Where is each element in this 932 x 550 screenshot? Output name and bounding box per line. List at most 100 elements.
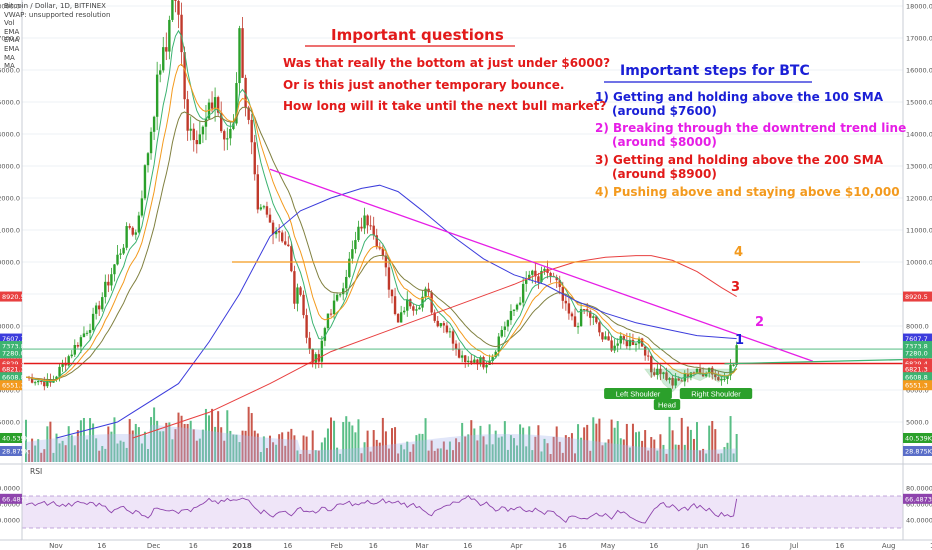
volume-bar bbox=[195, 440, 198, 462]
candle-body bbox=[662, 372, 665, 375]
volume-bar bbox=[613, 427, 616, 462]
rsi-label: RSI bbox=[30, 467, 42, 476]
candle-body bbox=[470, 360, 473, 363]
price-tag-label: 7607.7 bbox=[2, 335, 25, 343]
volume-bar bbox=[555, 426, 558, 462]
candle-body bbox=[125, 226, 128, 248]
candle-body bbox=[323, 328, 327, 341]
volume-bar bbox=[683, 444, 686, 462]
price-tag-label: 6821.3 bbox=[2, 366, 25, 374]
volume-bar bbox=[354, 432, 357, 462]
volume-bar bbox=[653, 439, 656, 462]
candle-body bbox=[262, 206, 266, 208]
candle-body bbox=[460, 355, 464, 358]
volume-bar bbox=[232, 434, 235, 462]
candle-body bbox=[354, 240, 357, 250]
y-tick-label-left: 13000.0 bbox=[0, 163, 20, 171]
volume-bar bbox=[412, 444, 415, 462]
x-tick-label: 16 bbox=[930, 542, 932, 550]
volume-bar bbox=[110, 431, 113, 462]
price-tag-label: 28.875K bbox=[905, 448, 932, 456]
volume-bar bbox=[430, 440, 433, 462]
candle-body bbox=[299, 287, 302, 295]
volume-bar bbox=[107, 426, 110, 462]
volume-bar bbox=[43, 449, 46, 462]
candle-body bbox=[351, 249, 354, 259]
volume-bar bbox=[363, 442, 366, 462]
volume-bar bbox=[369, 451, 372, 462]
volume-bar bbox=[598, 418, 601, 462]
indicator-ema: EMA bbox=[4, 44, 20, 53]
indicator-ma: MA bbox=[4, 62, 15, 71]
price-tag-label: 8920.5 bbox=[905, 293, 928, 301]
volume-bar bbox=[31, 438, 34, 462]
volume-bar bbox=[726, 442, 729, 462]
candle-body bbox=[229, 128, 232, 139]
volume-bar bbox=[592, 417, 595, 462]
volume-bar bbox=[284, 445, 287, 462]
candle-body bbox=[61, 363, 64, 367]
candle-body bbox=[723, 378, 726, 380]
candle-body bbox=[55, 376, 58, 380]
volume-bar bbox=[381, 417, 384, 462]
x-tick-label: 16 bbox=[189, 542, 198, 550]
candle-body bbox=[345, 276, 348, 289]
candle-body bbox=[30, 377, 34, 383]
volume-bar bbox=[275, 444, 278, 462]
candle-body bbox=[271, 222, 275, 235]
candle-body bbox=[284, 241, 287, 245]
candle-body bbox=[375, 235, 378, 247]
volume-bar bbox=[692, 438, 695, 462]
candle-body bbox=[390, 289, 394, 297]
volume-bar bbox=[479, 425, 482, 462]
candle-body bbox=[543, 268, 546, 271]
candle-body bbox=[293, 271, 296, 304]
price-tag-bg bbox=[0, 364, 22, 375]
candle-body bbox=[363, 215, 366, 229]
candle-body bbox=[296, 287, 299, 304]
candle-body bbox=[433, 312, 436, 321]
volume-bar bbox=[400, 444, 403, 462]
volume-bar bbox=[34, 445, 37, 462]
candle-body bbox=[537, 276, 540, 282]
candle-body bbox=[701, 373, 705, 377]
candle-body bbox=[332, 300, 336, 315]
price-tag-label: 6821.3 bbox=[905, 366, 928, 374]
candle-body bbox=[711, 367, 714, 375]
candle-body bbox=[500, 329, 503, 337]
rsi-tick-label-right: 40.0000 bbox=[906, 517, 932, 525]
candle-body bbox=[281, 232, 284, 242]
candle-body bbox=[464, 355, 467, 363]
candle-body bbox=[528, 274, 531, 280]
step-subtext: (around $8000) bbox=[612, 135, 717, 149]
candle-body bbox=[360, 226, 363, 229]
volume-bar bbox=[336, 447, 339, 462]
x-tick-label: Feb bbox=[330, 542, 343, 550]
volume-bar bbox=[403, 449, 406, 462]
candle-body bbox=[525, 279, 528, 284]
candle-body bbox=[348, 258, 351, 277]
volume-bar bbox=[531, 450, 534, 462]
volume-bar bbox=[665, 453, 668, 462]
y-tick-label-left: 6000.0 bbox=[0, 387, 20, 395]
volume-bar bbox=[348, 421, 351, 462]
volume-bar bbox=[192, 429, 195, 462]
x-tick-label: Nov bbox=[49, 542, 63, 550]
candle-body bbox=[256, 174, 259, 210]
candle-body bbox=[592, 316, 595, 318]
candle-body bbox=[509, 311, 513, 321]
question-line: How long will it take until the next bul… bbox=[283, 99, 607, 113]
volume-bar bbox=[628, 447, 631, 462]
candle-body bbox=[162, 47, 165, 71]
volume-bar bbox=[391, 428, 393, 462]
candle-body bbox=[73, 345, 76, 355]
candle-body bbox=[497, 336, 500, 352]
chart-annotations: Left Shoulder Head Right Shoulder 12 3 4 bbox=[0, 45, 904, 410]
y-tick-label-right: 5000.0 bbox=[906, 419, 929, 427]
volume-bar bbox=[644, 430, 647, 462]
candle-body bbox=[168, 19, 171, 52]
price-tag-bg bbox=[0, 358, 22, 369]
volume-bar bbox=[433, 450, 436, 462]
price-tag-bg bbox=[0, 341, 22, 352]
